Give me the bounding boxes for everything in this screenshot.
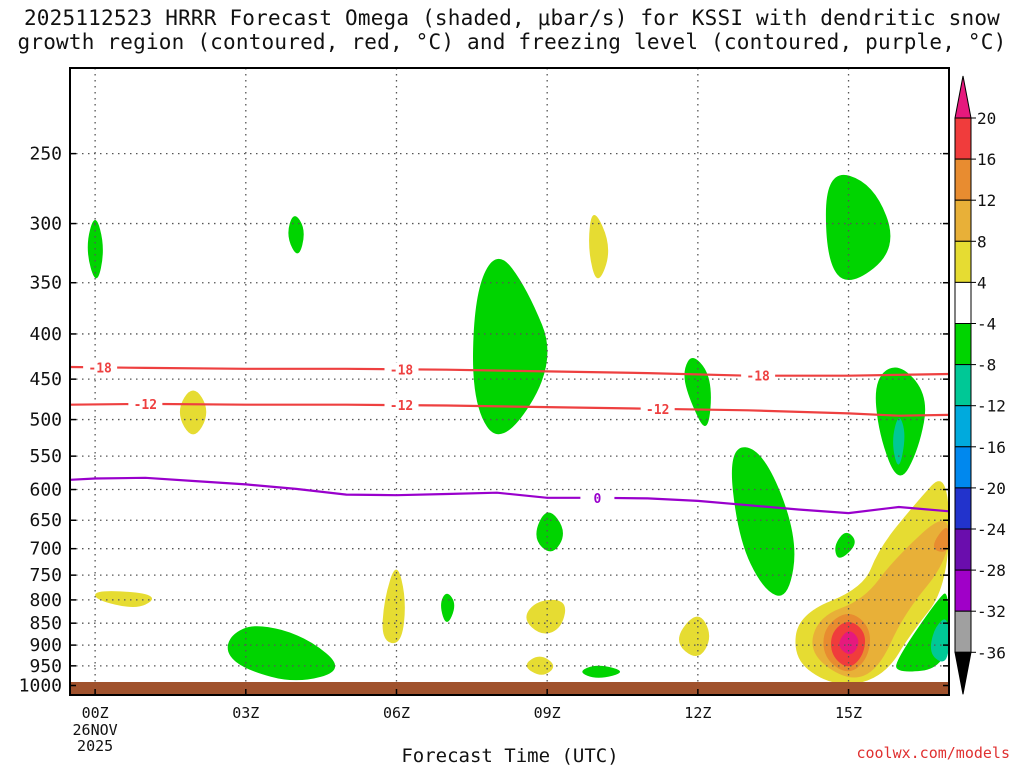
y-tick-label-800: 800 bbox=[29, 590, 62, 611]
colorbar-label-8: -12 bbox=[977, 397, 1006, 416]
omega-yellow-02z-480-shade bbox=[179, 390, 207, 435]
omega-green-03-05z-900-shade bbox=[227, 626, 336, 681]
colorbar-band-11 bbox=[954, 528, 972, 571]
omega-yellow-09z-950-shade bbox=[526, 656, 554, 675]
omega-green-04z-305-shade bbox=[288, 216, 304, 254]
omega-teal-17z-900-shade bbox=[930, 619, 949, 662]
y-tick-label-350: 350 bbox=[29, 273, 62, 294]
colorbar-band-12 bbox=[954, 569, 972, 612]
colorbar-band-5 bbox=[954, 281, 972, 324]
omega-yellow-06z-800-shade bbox=[382, 569, 405, 644]
omega-teal-16z-shade bbox=[893, 418, 905, 465]
y-tick-label-650: 650 bbox=[29, 510, 62, 531]
y-tick-label-900: 900 bbox=[29, 635, 62, 656]
colorbar-band-over-20 bbox=[954, 75, 972, 119]
dendritic-12-contour bbox=[69, 402, 950, 417]
omega-green-10z-950-shade bbox=[582, 665, 620, 678]
colorbar-label-12: -28 bbox=[977, 561, 1006, 580]
colorbar-band-under-36 bbox=[954, 651, 972, 695]
colorbar-band-13 bbox=[954, 610, 972, 653]
x-axis-label: Forecast Time (UTC) bbox=[401, 745, 619, 767]
dendritic-12-label-2: -12 bbox=[390, 399, 413, 414]
y-tick-label-550: 550 bbox=[29, 446, 62, 467]
colorbar-band-8 bbox=[954, 405, 972, 448]
omega-green-13z-700-shade bbox=[731, 447, 795, 596]
y-tick-label-1000: 1000 bbox=[19, 676, 62, 697]
y-tick-label-750: 750 bbox=[29, 565, 62, 586]
freezing-level-0-contour bbox=[69, 476, 950, 515]
plot-frame bbox=[69, 67, 950, 696]
dendritic-12-label-bg-3 bbox=[640, 401, 675, 416]
x-date-label-1: 26NOV bbox=[73, 721, 118, 739]
omega-yellow-10z-320-shade bbox=[589, 215, 609, 279]
dendritic-18-label-bg-3 bbox=[741, 368, 776, 383]
colorbar-band-9 bbox=[954, 446, 972, 489]
dendritic-18-label-3: -18 bbox=[746, 370, 770, 385]
dendritic-18-label-1: -18 bbox=[88, 361, 112, 376]
colorbar-label-9: -16 bbox=[977, 438, 1006, 457]
omega-orange-17z-shade bbox=[933, 527, 949, 552]
y-tick-label-600: 600 bbox=[29, 480, 62, 501]
colorbar-band-3 bbox=[954, 199, 972, 242]
omega-green-07z-800-shade bbox=[441, 593, 455, 622]
dendritic-12-label-bg-1 bbox=[128, 396, 163, 411]
omega-green-15z-700-shade bbox=[835, 532, 855, 558]
ground-terrain bbox=[70, 682, 949, 694]
y-tick-label-400: 400 bbox=[29, 324, 62, 345]
dendritic-12-label-bg-2 bbox=[384, 398, 419, 413]
omega-yellow-00-01z-790-shade bbox=[95, 591, 153, 607]
colorbar-label-2: 16 bbox=[977, 150, 996, 169]
dendritic-12-label-3: -12 bbox=[646, 403, 669, 418]
dendritic-18-label-bg-2 bbox=[384, 362, 419, 377]
colorbar-label-10: -20 bbox=[977, 479, 1006, 498]
colorbar-band-10 bbox=[954, 487, 972, 530]
colorbar-label-3: 12 bbox=[977, 191, 996, 210]
colorbar-label-7: -8 bbox=[977, 356, 996, 375]
colorbar-label-14: -36 bbox=[977, 643, 1006, 662]
dendritic-18-label-2: -18 bbox=[390, 363, 414, 378]
colorbar-label-4: 8 bbox=[977, 232, 987, 251]
x-tick-label-15z: 15Z bbox=[835, 704, 862, 722]
colorbar-label-1: 20 bbox=[977, 109, 996, 128]
chart-title-line-1: 2025112523 HRRR Forecast Omega (shaded, … bbox=[23, 6, 1001, 30]
y-tick-label-500: 500 bbox=[29, 410, 62, 431]
omega-yellow-09z-830-shade bbox=[526, 599, 566, 634]
colorbar-label-6: -4 bbox=[977, 315, 996, 334]
omega-magenta-15z-shade bbox=[839, 631, 859, 655]
omega-yellow-12z-880-shade bbox=[679, 616, 710, 657]
colorbar-band-6 bbox=[954, 323, 972, 366]
colorbar-label-5: 4 bbox=[977, 273, 987, 292]
x-tick-label-00z: 00Z bbox=[82, 704, 109, 722]
colorbar-band-2 bbox=[954, 158, 972, 201]
x-tick-label-09z: 09Z bbox=[534, 704, 561, 722]
dendritic-18-contour bbox=[69, 365, 950, 377]
chart-title-line-2: growth region (contoured, red, °C) and f… bbox=[17, 30, 1007, 54]
colorbar-band-4 bbox=[954, 240, 972, 283]
x-tick-label-03z: 03Z bbox=[232, 704, 259, 722]
colorbar-band-7 bbox=[954, 364, 972, 407]
dendritic-18-label-bg-1 bbox=[83, 360, 118, 375]
credit-link[interactable]: coolwx.com/models bbox=[856, 744, 1010, 762]
y-tick-label-250: 250 bbox=[29, 144, 62, 165]
y-tick-label-700: 700 bbox=[29, 539, 62, 560]
dendritic-12-label-1: -12 bbox=[134, 398, 157, 413]
freezing-level-0-label-bg-1 bbox=[580, 490, 615, 505]
y-tick-label-950: 950 bbox=[29, 656, 62, 677]
colorbar-band-1 bbox=[954, 117, 972, 160]
omega-green-08z-upper-shade bbox=[472, 258, 548, 435]
freezing-level-0-label-1: 0 bbox=[593, 492, 601, 507]
y-tick-label-850: 850 bbox=[29, 613, 62, 634]
x-date-label-2: 2025 bbox=[77, 737, 113, 755]
x-tick-label-12z: 12Z bbox=[684, 704, 711, 722]
omega-green-15z-top-shade bbox=[825, 174, 891, 280]
colorbar-label-13: -32 bbox=[977, 602, 1006, 621]
omega-green-09z-680-shade bbox=[536, 512, 563, 552]
colorbar-label-11: -24 bbox=[977, 520, 1006, 539]
y-tick-label-450: 450 bbox=[29, 369, 62, 390]
x-tick-label-06z: 06Z bbox=[383, 704, 410, 722]
y-tick-label-300: 300 bbox=[29, 214, 62, 235]
